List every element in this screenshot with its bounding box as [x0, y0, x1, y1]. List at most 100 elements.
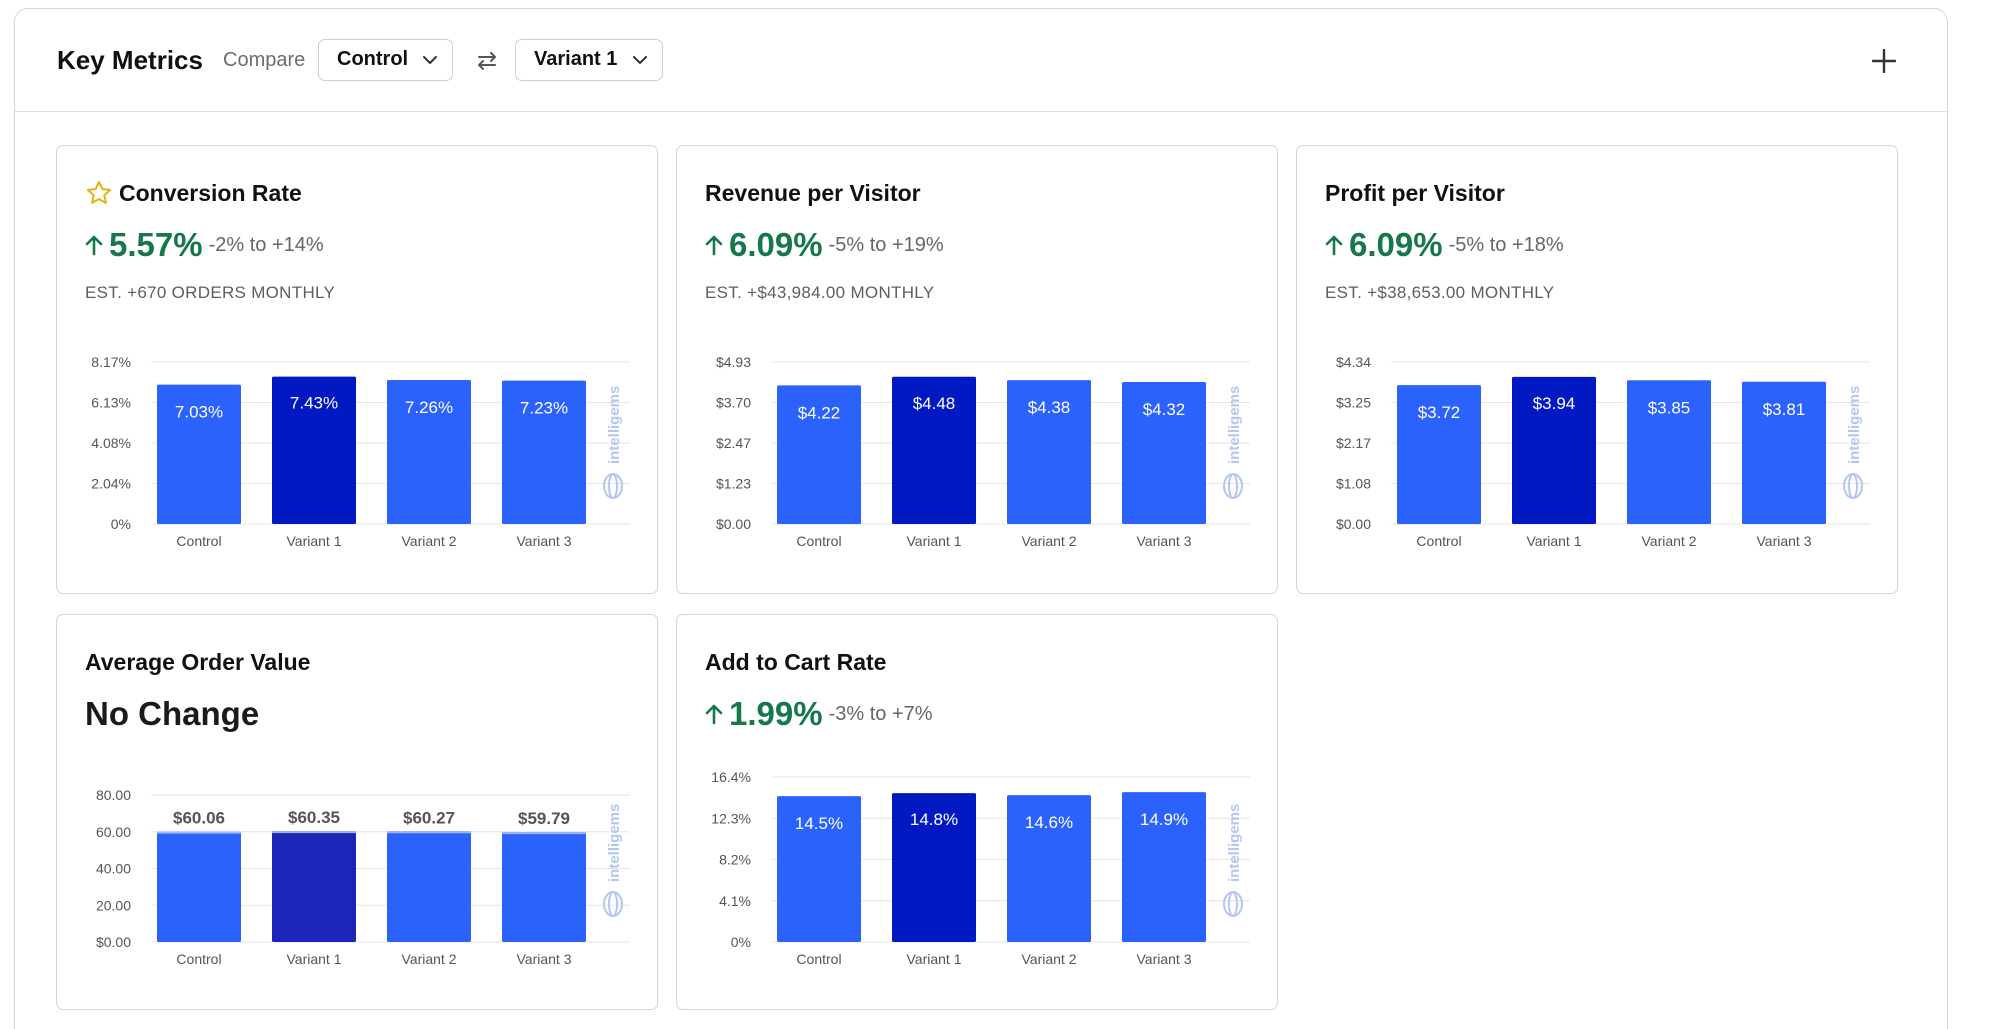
chart-profit-per-visitor: $0.00 $1.08 $2.17 $3.25 $4.34 $3.72 Control $3.…: [1336, 354, 1870, 549]
x-tick-label: Variant 3: [517, 951, 572, 967]
y-tick-label: $3.25: [1336, 395, 1371, 411]
data-label: 7.23%: [520, 399, 568, 418]
star-icon[interactable]: [85, 179, 113, 207]
lift-value: 5.57%: [109, 226, 203, 263]
data-label: 7.43%: [290, 394, 338, 413]
compare-select-a[interactable]: Control: [318, 39, 453, 81]
data-label: 14.5%: [795, 814, 843, 833]
confidence-range: -3% to +7%: [828, 702, 933, 725]
intelligems-logo: [1223, 891, 1243, 917]
metric-card-average-order-value[interactable]: Average Order Value No Change $0.00 20.00…: [56, 614, 658, 1010]
metric-card-revenue-per-visitor[interactable]: Revenue per Visitor 6.09% -5% to +19% EST…: [676, 145, 1278, 594]
lift-value: 1.99%: [729, 695, 823, 732]
chevron-down-icon: [423, 56, 437, 64]
bar: [1122, 382, 1206, 524]
data-label: 14.8%: [910, 810, 958, 829]
bar: [892, 376, 976, 524]
bar: [892, 793, 976, 942]
y-tick-label: 4.08%: [91, 435, 131, 451]
confidence-range: -5% to +18%: [1448, 233, 1564, 256]
metric-card-add-to-cart-rate[interactable]: Add to Cart Rate 1.99% -3% to +7% 0% 4.1% 8…: [676, 614, 1278, 1010]
chart-add-to-cart-rate: 0% 4.1% 8.2% 12.3% 16.4% 14.5% Control 14.8% Var…: [711, 769, 1250, 967]
bar: [1007, 795, 1091, 942]
x-tick-label: Variant 2: [1642, 533, 1697, 549]
page-title: Key Metrics: [57, 45, 203, 75]
plus-icon[interactable]: [1872, 49, 1896, 73]
watermark-text: intelligems: [1846, 386, 1863, 464]
swap-arrows-icon[interactable]: [476, 52, 498, 70]
data-label: $3.85: [1648, 398, 1691, 417]
lift-value: 6.09%: [1349, 226, 1443, 263]
card-title: Conversion Rate: [119, 180, 302, 206]
arrow-up-icon: [85, 235, 103, 256]
bar: [387, 380, 471, 524]
data-label: $59.79: [518, 809, 570, 828]
intelligems-logo: [1223, 473, 1243, 499]
chart-average-order-value: $0.00 20.00 40.00 60.00 80.00 $60.06 Control $6…: [96, 787, 630, 967]
bar: [777, 385, 861, 524]
logo-ring: [603, 473, 623, 499]
arrow-up-icon: [705, 704, 723, 725]
y-tick-label: $3.70: [716, 395, 751, 411]
bar: [1007, 380, 1091, 524]
bar: [157, 384, 241, 524]
x-tick-label: Variant 2: [402, 951, 457, 967]
lift-row: 1.99% -3% to +7%: [705, 695, 933, 733]
compare-label: Compare: [223, 49, 306, 71]
watermark-text: intelligems: [1226, 804, 1243, 882]
bar: [272, 376, 356, 524]
data-label: $60.06: [173, 809, 225, 828]
x-tick-label: Control: [796, 951, 841, 967]
data-label: $4.22: [798, 403, 841, 422]
logo-ring: [608, 891, 618, 917]
status-no-change: No Change: [85, 695, 260, 732]
y-tick-label: $4.93: [716, 354, 751, 370]
logo-ring: [608, 473, 618, 499]
x-tick-label: Variant 1: [287, 533, 342, 549]
bar: [777, 796, 861, 942]
data-label: 14.9%: [1140, 810, 1188, 829]
y-tick-label: $1.08: [1336, 476, 1371, 492]
y-tick-label: $2.17: [1336, 435, 1371, 451]
y-tick-label: $0.00: [716, 516, 751, 532]
data-label: $4.38: [1028, 398, 1071, 417]
bar: [502, 380, 586, 524]
y-tick-label: 40.00: [96, 861, 131, 877]
data-label: 7.03%: [175, 403, 223, 422]
y-tick-label: 2.04%: [91, 476, 131, 492]
bar: [502, 832, 586, 942]
intelligems-logo: [1843, 473, 1863, 499]
y-tick-label: 4.1%: [719, 893, 751, 909]
x-tick-label: Control: [796, 533, 841, 549]
y-tick-label: $4.34: [1336, 354, 1371, 370]
intelligems-logo: [603, 891, 623, 917]
watermark-text: intelligems: [606, 804, 623, 882]
y-tick-label: 6.13%: [91, 395, 131, 411]
y-tick-label: $0.00: [1336, 516, 1371, 532]
logo-ring: [603, 891, 623, 917]
compare-select-b-value: Variant 1: [534, 48, 618, 70]
data-label: $4.48: [913, 394, 956, 413]
bar: [272, 831, 356, 942]
y-tick-label: 8.17%: [91, 354, 131, 370]
x-tick-label: Variant 1: [287, 951, 342, 967]
bar: [1742, 381, 1826, 524]
y-tick-label: 0%: [111, 516, 131, 532]
y-tick-label: 16.4%: [711, 769, 751, 785]
card-title: Add to Cart Rate: [705, 649, 887, 675]
metric-card-profit-per-visitor[interactable]: Profit per Visitor 6.09% -5% to +18% EST.…: [1296, 145, 1898, 594]
logo-ring: [1228, 891, 1238, 917]
compare-select-b[interactable]: Variant 1: [515, 39, 663, 81]
y-tick-label: $1.23: [716, 476, 751, 492]
confidence-range: -2% to +14%: [208, 233, 324, 256]
y-tick-label: 80.00: [96, 787, 131, 803]
data-label: $3.81: [1763, 400, 1806, 419]
card-title: Average Order Value: [85, 649, 311, 675]
confidence-range: -5% to +19%: [828, 233, 944, 256]
metric-card-conversion-rate[interactable]: Conversion Rate 5.57% -2% to +14% EST. +6…: [56, 145, 658, 594]
intelligems-logo: [603, 473, 623, 499]
estimate-text: EST. +670 ORDERS MONTHLY: [85, 283, 336, 302]
x-tick-label: Variant 2: [402, 533, 457, 549]
data-label: $4.32: [1143, 400, 1186, 419]
x-tick-label: Variant 1: [1527, 533, 1582, 549]
